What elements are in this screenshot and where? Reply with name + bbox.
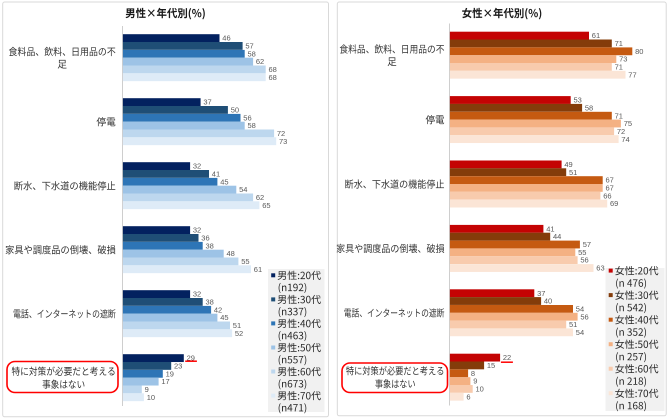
- svg-text:46: 46: [222, 34, 230, 43]
- svg-text:51: 51: [569, 168, 577, 177]
- svg-text:23: 23: [174, 362, 182, 371]
- svg-text:55: 55: [241, 257, 249, 266]
- svg-text:15: 15: [487, 361, 495, 370]
- svg-text:10: 10: [476, 385, 484, 394]
- svg-text:8: 8: [471, 369, 475, 378]
- svg-text:32: 32: [193, 226, 201, 235]
- svg-text:9: 9: [473, 377, 477, 386]
- svg-text:37: 37: [537, 289, 545, 298]
- svg-text:62: 62: [256, 193, 264, 202]
- svg-text:9: 9: [145, 385, 149, 394]
- svg-text:6: 6: [466, 392, 470, 401]
- svg-text:56: 56: [580, 312, 588, 321]
- svg-text:38: 38: [206, 241, 214, 250]
- svg-text:49: 49: [564, 160, 572, 169]
- svg-text:51: 51: [233, 321, 241, 330]
- svg-text:45: 45: [220, 313, 228, 322]
- svg-text:80: 80: [635, 47, 643, 56]
- svg-text:51: 51: [569, 320, 577, 329]
- svg-text:57: 57: [583, 240, 591, 249]
- svg-text:73: 73: [619, 55, 627, 64]
- svg-text:41: 41: [546, 224, 554, 233]
- svg-text:53: 53: [574, 96, 582, 105]
- svg-text:52: 52: [235, 329, 243, 338]
- svg-text:54: 54: [576, 328, 584, 337]
- svg-text:32: 32: [193, 290, 201, 299]
- svg-text:73: 73: [279, 137, 287, 146]
- svg-text:10: 10: [147, 393, 155, 402]
- svg-text:48: 48: [227, 249, 235, 258]
- svg-text:71: 71: [615, 63, 623, 72]
- svg-text:62: 62: [256, 57, 264, 66]
- svg-text:68: 68: [269, 65, 277, 74]
- svg-text:54: 54: [239, 185, 247, 194]
- svg-text:37: 37: [203, 98, 211, 107]
- svg-text:54: 54: [576, 305, 584, 314]
- svg-text:74: 74: [621, 135, 629, 144]
- svg-text:56: 56: [580, 256, 588, 265]
- svg-text:72: 72: [617, 127, 625, 136]
- svg-text:22: 22: [503, 353, 511, 362]
- svg-text:67: 67: [606, 176, 614, 185]
- svg-text:58: 58: [248, 121, 256, 130]
- svg-text:56: 56: [243, 113, 251, 122]
- svg-text:19: 19: [166, 369, 174, 378]
- svg-text:36: 36: [201, 234, 209, 243]
- svg-text:69: 69: [610, 199, 618, 208]
- svg-text:40: 40: [544, 297, 552, 306]
- svg-text:71: 71: [615, 39, 623, 48]
- svg-text:61: 61: [254, 265, 262, 274]
- svg-text:44: 44: [553, 232, 561, 241]
- svg-text:66: 66: [603, 191, 611, 200]
- svg-text:17: 17: [161, 377, 169, 386]
- svg-text:71: 71: [615, 111, 623, 120]
- svg-text:61: 61: [592, 31, 600, 40]
- svg-text:77: 77: [628, 70, 636, 79]
- svg-text:72: 72: [277, 129, 285, 138]
- svg-text:63: 63: [596, 264, 604, 273]
- svg-text:58: 58: [585, 103, 593, 112]
- svg-text:32: 32: [193, 162, 201, 171]
- svg-text:75: 75: [624, 119, 632, 128]
- svg-text:42: 42: [214, 305, 222, 314]
- svg-text:58: 58: [248, 49, 256, 58]
- svg-text:41: 41: [212, 170, 220, 179]
- svg-text:50: 50: [231, 106, 239, 115]
- svg-text:67: 67: [606, 184, 614, 193]
- svg-text:57: 57: [245, 42, 253, 51]
- svg-text:55: 55: [578, 248, 586, 257]
- svg-text:45: 45: [220, 177, 228, 186]
- svg-text:65: 65: [262, 201, 270, 210]
- svg-text:68: 68: [269, 73, 277, 82]
- svg-text:29: 29: [187, 354, 195, 363]
- svg-text:38: 38: [206, 298, 214, 307]
